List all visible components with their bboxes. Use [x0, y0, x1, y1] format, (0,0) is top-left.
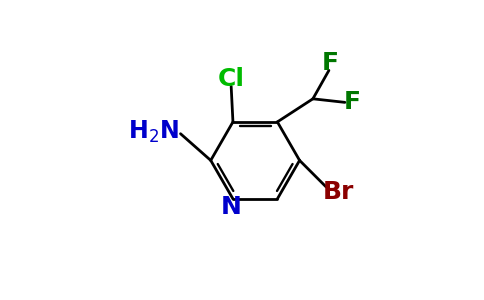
- Text: N: N: [221, 195, 242, 219]
- Text: F: F: [322, 51, 339, 75]
- Text: Br: Br: [323, 180, 354, 204]
- Text: H$_2$N: H$_2$N: [128, 119, 179, 145]
- Text: Cl: Cl: [218, 67, 245, 91]
- Text: F: F: [344, 90, 361, 114]
